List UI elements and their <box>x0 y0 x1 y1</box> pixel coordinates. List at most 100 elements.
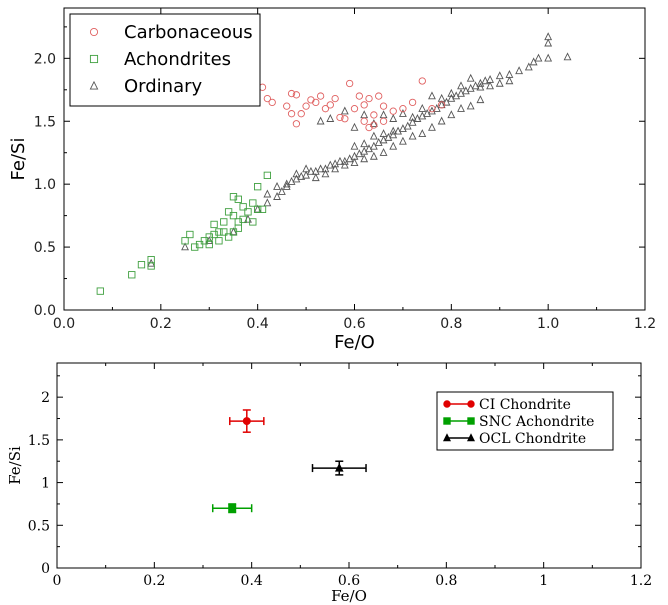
carbonaceous-point <box>263 94 271 103</box>
legend-ordinary-label: Ordinary <box>124 76 203 97</box>
bottom-x-tick-label: 1 <box>539 573 548 589</box>
carbonaceous-point <box>292 91 301 99</box>
carbonaceous-point <box>375 92 383 100</box>
bottom-x-tick-label: 0.4 <box>241 573 263 589</box>
ordinary-point <box>282 181 291 190</box>
legend-snc-achondrite-marker-left <box>443 417 451 425</box>
achondrites-point <box>229 211 238 220</box>
bottom-y-tick-label: 2 <box>41 390 50 406</box>
achondrites-point <box>229 193 238 201</box>
carbonaceous-point <box>360 101 368 109</box>
carbonaceous-point <box>360 117 368 125</box>
ordinary-point <box>389 114 398 122</box>
ordinary-point <box>389 130 398 139</box>
ordinary-point <box>534 53 543 62</box>
carbonaceous-point <box>370 111 378 119</box>
bottom-y-tick-label: 0 <box>41 561 50 577</box>
ordinary-point <box>360 154 369 163</box>
carbonaceous-point <box>428 105 436 113</box>
carbonaceous-point <box>287 89 296 98</box>
bottom-x-tick-label: 1.2 <box>630 573 652 589</box>
ordinary-point <box>495 71 504 80</box>
achondrites-point <box>210 220 218 229</box>
ordinary-point <box>277 187 286 195</box>
ordinary-point <box>326 114 335 122</box>
series-achondrites <box>96 171 271 295</box>
ordinary-point <box>326 160 335 169</box>
ordinary-point <box>350 141 359 150</box>
ordinary-point <box>544 53 553 62</box>
ordinary-point <box>418 103 427 112</box>
ordinary-point <box>273 192 281 200</box>
legend-ordinary-marker <box>89 80 99 90</box>
ordinary-point <box>544 38 553 47</box>
top-y-tick-label: 1.5 <box>34 114 56 130</box>
ordinary-point <box>515 66 524 75</box>
top-x-tick-label: 1.2 <box>634 316 656 332</box>
ordinary-point <box>292 169 301 178</box>
achondrites-point <box>220 218 228 226</box>
ordinary-point <box>282 179 291 188</box>
ordinary-point <box>563 52 572 61</box>
carbonaceous-point <box>365 94 373 103</box>
top-x-tick-label: 0.2 <box>150 316 172 332</box>
achondrites-point <box>249 218 257 226</box>
bottom-y-tick-label: 0.5 <box>28 518 50 534</box>
legend-snc-achondrite-label: SNC Achondrite <box>479 414 594 430</box>
carbonaceous-point <box>312 98 320 107</box>
achondrites-point <box>224 233 233 241</box>
ordinary-point <box>524 62 533 71</box>
legend-carbonaceous-label: Carbonaceous <box>124 22 253 43</box>
bottom-x-tick-label: 0.6 <box>338 573 360 589</box>
ordinary-point <box>447 110 456 119</box>
ordinary-point <box>263 198 272 207</box>
achondrites-point <box>147 262 155 270</box>
ordinary-point <box>398 136 407 145</box>
carbonaceous-point <box>379 102 388 110</box>
ordinary-point <box>302 170 311 179</box>
ordinary-point <box>379 148 388 156</box>
carbonaceous-point <box>355 92 363 100</box>
achondrites-point <box>205 233 213 241</box>
achondrites-point <box>215 237 223 245</box>
ordinary-point <box>311 173 320 182</box>
top-y-tick-label: 0.5 <box>34 240 56 256</box>
bottom-x-tick-label: 0.2 <box>143 573 165 589</box>
achondrites-point <box>239 203 247 211</box>
achondrites-point <box>205 240 213 249</box>
ordinary-point <box>369 119 378 127</box>
ordinary-point <box>529 57 538 66</box>
ocl-chondrite-point <box>334 462 344 472</box>
achondrites-point <box>263 171 271 180</box>
ordinary-point <box>457 103 465 112</box>
ordinary-point <box>408 131 417 140</box>
series-snc-achondrite <box>211 503 253 514</box>
bottom-scatter-chart: 0 0.2 0.4 0.6 0.8 1 1.2 0 0.5 1 1.5 2 CI ChondriteS… <box>6 362 652 605</box>
bottom-x-tick-label: 0.8 <box>435 573 457 589</box>
bottom-tick-group: 0 0.2 0.4 0.6 0.8 1 1.2 0 0.5 1 1.5 2 <box>28 363 652 589</box>
legend-ocl-chondrite-marker-right <box>466 433 476 442</box>
ordinary-point <box>505 76 514 85</box>
carbonaceous-point <box>418 77 426 85</box>
top-x-axis-label: Fe/O <box>334 332 375 353</box>
achondrites-point <box>128 271 136 279</box>
bottom-data-points <box>211 409 367 514</box>
top-x-tick-label: 0.4 <box>247 316 269 332</box>
ordinary-point <box>398 109 407 117</box>
achondrites-point <box>258 205 267 213</box>
achondrites-point <box>181 237 189 245</box>
top-tick-group: 0.0 0.2 0.4 0.6 0.8 1.0 1.2 0.0 0.5 1.0 1.5 2.0 <box>34 8 656 332</box>
achondrites-point <box>186 230 194 239</box>
top-x-tick-label: 1.0 <box>537 316 559 332</box>
carbonaceous-point <box>331 94 339 103</box>
carbonaceous-point <box>350 105 359 113</box>
achondrites-point <box>234 195 242 203</box>
legend-ci-chondrite-marker-left <box>443 400 451 408</box>
top-data-points <box>96 32 572 295</box>
carbonaceous-point <box>326 101 334 109</box>
bottom-y-tick-label: 1 <box>41 476 50 492</box>
carbonaceous-point <box>292 120 301 128</box>
carbonaceous-point <box>437 101 446 109</box>
